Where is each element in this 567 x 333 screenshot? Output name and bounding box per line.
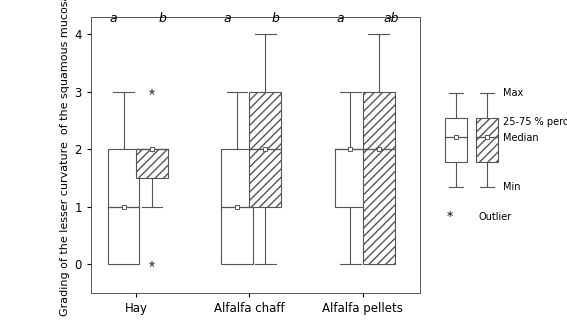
Text: *: * — [446, 210, 453, 223]
Text: Outlier: Outlier — [479, 211, 511, 221]
Text: Max: Max — [503, 88, 523, 98]
Bar — [445, 118, 467, 162]
Y-axis label: Grading of the lesser curvature  of the squamous mucosa: Grading of the lesser curvature of the s… — [60, 0, 70, 316]
Bar — [335, 149, 366, 207]
Text: Min: Min — [503, 182, 521, 192]
Text: ab: ab — [383, 12, 399, 25]
Text: a: a — [336, 12, 344, 25]
Text: a: a — [223, 12, 231, 25]
Bar — [249, 92, 281, 207]
Bar — [363, 92, 395, 264]
Bar — [136, 149, 168, 178]
Bar — [221, 149, 253, 264]
Text: a: a — [109, 12, 117, 25]
Bar — [108, 149, 139, 264]
Text: b: b — [158, 12, 166, 25]
Text: b: b — [272, 12, 280, 25]
Text: Median: Median — [503, 133, 539, 143]
Text: 25-75 % percentile: 25-75 % percentile — [503, 117, 567, 127]
Bar — [476, 118, 498, 162]
